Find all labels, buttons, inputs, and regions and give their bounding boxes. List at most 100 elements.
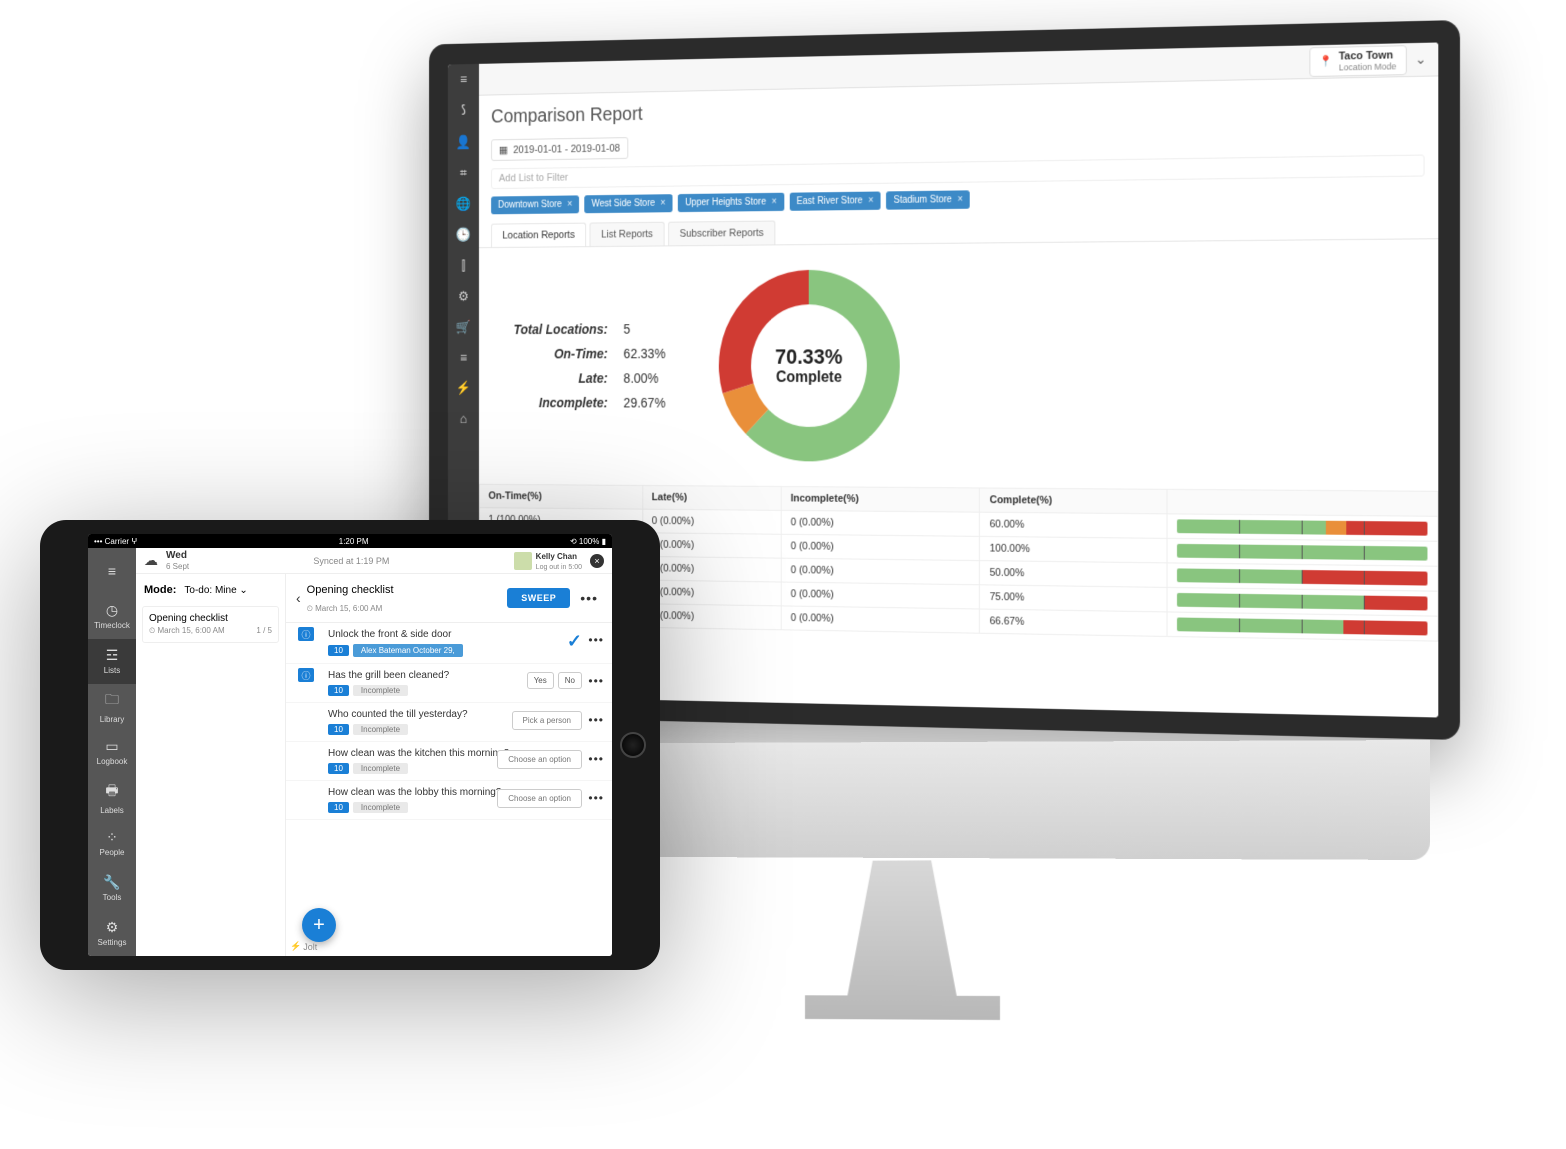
sweep-button[interactable]: SWEEP	[507, 588, 570, 608]
chip-close-icon[interactable]: ×	[660, 198, 665, 208]
more-icon[interactable]: •••	[576, 590, 602, 606]
more-icon[interactable]: •••	[588, 713, 604, 727]
sidebar-icon[interactable]: 👤	[456, 134, 471, 150]
filter-chip[interactable]: Stadium Store×	[886, 190, 970, 209]
list-card[interactable]: Opening checklist ⏲ March 15, 6:00 AM 1 …	[142, 606, 279, 643]
sidebar-item-label: Lists	[104, 666, 120, 675]
status-badge: Incomplete	[353, 802, 408, 813]
ipad-right-panel: ‹ Opening checklist ⏲ March 15, 6:00 AM …	[286, 574, 612, 956]
chevron-down-icon[interactable]: ⌄	[1415, 51, 1427, 68]
more-icon[interactable]: •••	[588, 633, 604, 647]
sidebar-item-icon: 🔧	[103, 874, 120, 891]
task-question: Unlock the front & side door	[328, 627, 602, 642]
sync-status: Synced at 1:19 PM	[197, 556, 506, 566]
user-name: Kelly Chan	[536, 552, 577, 561]
filter-chip[interactable]: West Side Store×	[584, 194, 672, 213]
table-cell: 0 (0.00%)	[642, 580, 781, 606]
status-time: 1:20 PM	[339, 537, 369, 546]
summary-stats: Total Locations:5 On-Time:62.33% Late:8.…	[505, 316, 674, 417]
sidebar-icon[interactable]: ⚙	[458, 288, 469, 304]
user-badge[interactable]: Kelly Chan Log out in 5:00	[514, 551, 582, 571]
sidebar-item-icon: ▭	[105, 738, 118, 755]
more-icon[interactable]: •••	[588, 674, 604, 688]
sidebar-item[interactable]: ▭Logbook	[88, 729, 136, 774]
stat-value: 62.33%	[616, 342, 672, 365]
stat-label: Incomplete:	[507, 391, 615, 414]
date-range-value: 2019-01-01 - 2019-01-08	[513, 142, 620, 155]
sidebar-icon[interactable]: 🌐	[456, 196, 471, 212]
sidebar-item[interactable]: 🗀Library	[88, 684, 136, 729]
status-badge: Incomplete	[353, 763, 408, 774]
table-cell: 0 (0.00%)	[781, 510, 980, 536]
sidebar-item[interactable]: 🔧 Tools	[88, 865, 136, 910]
points-badge: 10	[328, 685, 349, 696]
sidebar-item[interactable]: ☲Lists	[88, 639, 136, 684]
more-icon[interactable]: •••	[588, 752, 604, 766]
bar-cell	[1167, 514, 1438, 541]
sidebar-icon[interactable]: ≡	[460, 72, 467, 87]
chip-close-icon[interactable]: ×	[957, 194, 962, 205]
panel-title: Opening checklist	[307, 584, 394, 596]
add-button[interactable]: +	[302, 908, 336, 942]
sidebar-item-label: Library	[100, 715, 124, 724]
location-name: Taco Town	[1339, 49, 1393, 62]
no-button[interactable]: No	[558, 672, 582, 689]
location-selector[interactable]: 📍 Taco Town Location Mode	[1309, 45, 1407, 77]
picker-button[interactable]: Pick a person	[512, 711, 582, 730]
close-icon[interactable]: ×	[590, 554, 604, 568]
home-button[interactable]	[620, 732, 646, 758]
stat-label: Total Locations:	[507, 318, 615, 341]
tab[interactable]: Subscriber Reports	[668, 221, 775, 246]
stat-value: 8.00%	[616, 367, 672, 390]
bar-cell	[1167, 538, 1438, 566]
ipad-body: ••• Carrier ⵖ 1:20 PM ⟲ 100% ▮ ≡◷Timeclo…	[40, 520, 660, 970]
location-mode: Location Mode	[1339, 61, 1397, 72]
date-range-input[interactable]: ▦ 2019-01-01 - 2019-01-08	[491, 137, 628, 161]
panel-header: ‹ Opening checklist ⏲ March 15, 6:00 AM …	[286, 574, 612, 623]
card-time: ⏲ March 15, 6:00 AM	[149, 626, 225, 636]
sidebar-icon[interactable]: 𐑕	[461, 102, 466, 120]
info-icon[interactable]: ⓘ	[298, 668, 314, 682]
filter-chip[interactable]: Upper Heights Store×	[678, 193, 784, 212]
sidebar-item-icon: ≡	[108, 563, 116, 579]
mode-selector[interactable]: Mode: To-do: Mine ⌄	[142, 580, 279, 600]
sidebar-item[interactable]: ◷Timeclock	[88, 593, 136, 638]
sidebar-icon[interactable]: 🛒	[456, 319, 471, 335]
info-icon[interactable]: ⓘ	[298, 627, 314, 641]
column-header: On-Time(%)	[479, 484, 642, 509]
back-icon[interactable]: ‹	[296, 590, 301, 606]
filter-chip[interactable]: East River Store×	[789, 191, 880, 210]
chip-close-icon[interactable]: ×	[868, 195, 873, 206]
tab[interactable]: List Reports	[590, 222, 665, 246]
filter-chip[interactable]: Downtown Store×	[491, 195, 579, 214]
sidebar-icon[interactable]: ⚡	[456, 380, 471, 396]
sidebar-icon[interactable]: ⌗	[460, 165, 467, 181]
sidebar-item[interactable]: 🖶Labels	[88, 775, 136, 820]
picker-button[interactable]: Choose an option	[497, 789, 582, 808]
task-list: ⓘ Unlock the front & side door 10 Alex B…	[286, 623, 612, 956]
more-icon[interactable]: •••	[588, 791, 604, 805]
sidebar-icon[interactable]: ⫿	[462, 258, 466, 274]
column-header: Complete(%)	[980, 488, 1167, 514]
header-date: 6 Sept	[166, 562, 189, 571]
bar-cell	[1167, 612, 1438, 641]
table-cell: 0 (0.00%)	[781, 558, 980, 585]
sidebar-icon[interactable]: ≡	[460, 350, 467, 365]
yes-button[interactable]: Yes	[527, 672, 554, 689]
sidebar-item-label: Tools	[103, 893, 122, 902]
chip-close-icon[interactable]: ×	[772, 197, 777, 208]
task-item: ⓘ Has the grill been cleaned? 10 Incompl…	[286, 664, 612, 703]
check-icon[interactable]: ✓	[567, 631, 582, 652]
sidebar-item[interactable]: ≡	[88, 548, 136, 593]
sidebar-icon[interactable]: 🕒	[456, 227, 471, 243]
ipad-app: ≡ ◷Timeclock☲Lists🗀Library▭Logbook🖶Labels…	[88, 548, 612, 956]
sidebar-icon[interactable]: ⌂	[460, 411, 467, 426]
sidebar-item[interactable]: ⁘People	[88, 820, 136, 865]
picker-button[interactable]: Choose an option	[497, 750, 582, 769]
points-badge: 10	[328, 645, 349, 656]
chip-close-icon[interactable]: ×	[567, 199, 572, 209]
sidebar-item-label: People	[100, 848, 125, 857]
sidebar-item[interactable]: ⚙Settings	[88, 911, 136, 956]
tab[interactable]: Location Reports	[491, 223, 586, 247]
points-badge: 10	[328, 724, 349, 735]
